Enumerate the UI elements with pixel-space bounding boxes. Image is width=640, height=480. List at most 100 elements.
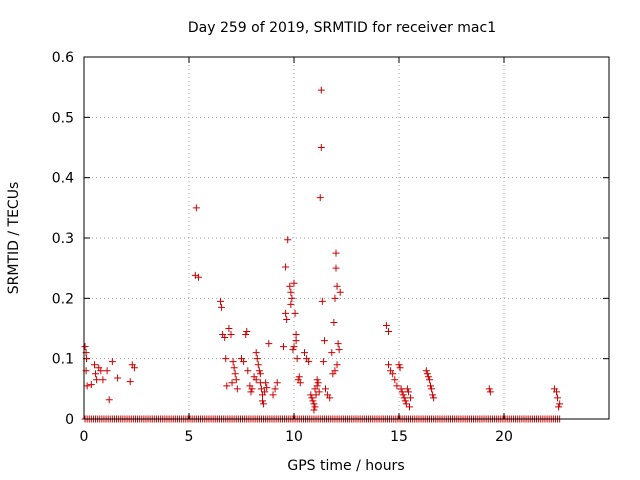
data-point [247,388,255,396]
data-point [194,273,202,281]
data-point [97,367,105,375]
data-point [108,358,116,366]
data-point [389,370,397,378]
data-point [126,378,134,386]
data-point [399,391,407,399]
data-point [228,379,236,387]
data-point [99,376,107,384]
data-point [310,406,318,414]
data-point [316,194,324,202]
data-point [333,282,341,290]
data-point [103,367,111,375]
data-point [331,367,339,375]
data-point [400,394,408,402]
x-axis-label: GPS time / hours [287,458,404,474]
data-point [385,328,392,336]
data-points [81,86,564,423]
data-point [261,388,269,396]
data-point [312,391,320,399]
data-point [429,391,437,399]
data-point [130,364,138,372]
data-point [225,325,233,332]
data-point [229,358,237,366]
data-point [263,384,271,392]
chart-title: Day 259 of 2019, SRMTID for receiver mac… [188,20,496,36]
data-point [317,86,325,94]
data-point [290,279,298,287]
data-point [223,382,231,390]
data-point [398,388,406,396]
data-point [93,376,101,384]
grid-lines [84,57,609,419]
data-point [253,355,261,363]
data-point [385,361,392,369]
data-point [233,385,241,393]
data-point [430,394,438,402]
data-point [217,297,224,305]
data-point [332,264,340,272]
data-point [288,294,296,302]
data-point [227,331,235,339]
data-point [315,388,323,396]
data-point [286,282,294,290]
data-point [259,397,266,405]
data-point [191,271,199,279]
data-point [406,403,413,411]
data-point [230,364,238,372]
x-tick-label: 15 [390,429,408,445]
data-point [336,288,344,296]
data-point [257,385,265,393]
x-tick-label: 0 [80,429,89,445]
data-point [290,343,298,351]
y-axis-label: SRMTID / TECUs [6,182,22,295]
data-point [424,373,432,381]
data-point [262,379,270,387]
data-point [310,400,318,408]
data-point [222,355,230,363]
data-point [248,385,256,393]
data-point [332,249,340,257]
data-point [243,328,251,336]
data-point [87,381,95,389]
data-point [221,334,229,342]
data-point [301,349,308,357]
data-point [425,376,433,384]
y-tick-label: 0.4 [52,171,74,187]
data-point [252,349,260,357]
data-point [322,385,329,393]
data-point [282,309,290,317]
data-point [260,400,268,408]
data-point [397,385,405,393]
data-point [114,374,122,382]
data-point [403,385,411,393]
data-point [254,361,262,369]
data-point [280,343,287,351]
data-point [333,361,341,369]
data-point [553,388,560,396]
data-point [395,361,403,369]
data-point [287,300,295,308]
data-point [91,361,98,369]
x-tick-label: 10 [285,429,303,445]
plot-frame [83,56,610,420]
data-point [218,303,226,311]
data-point [292,331,300,339]
data-point [326,394,334,402]
data-point [291,309,299,317]
y-tick-label: 0 [65,412,74,428]
y-tick-label: 0.6 [52,50,74,66]
data-point [269,391,277,399]
data-point [423,370,431,378]
data-point [284,236,292,244]
data-point [407,394,415,402]
data-point [331,294,339,302]
data-point [273,379,281,387]
y-tick-label: 0.5 [52,110,74,126]
y-tick-label: 0.2 [52,291,74,307]
data-point [393,382,401,390]
x-tick-label: 20 [495,429,513,445]
data-point [335,346,343,354]
data-point [318,297,326,305]
axis-ticks: 0 0.1 0.2 0.3 0.4 0.5 0.6 0 5 10 15 20 [52,50,609,445]
data-point [192,204,200,212]
